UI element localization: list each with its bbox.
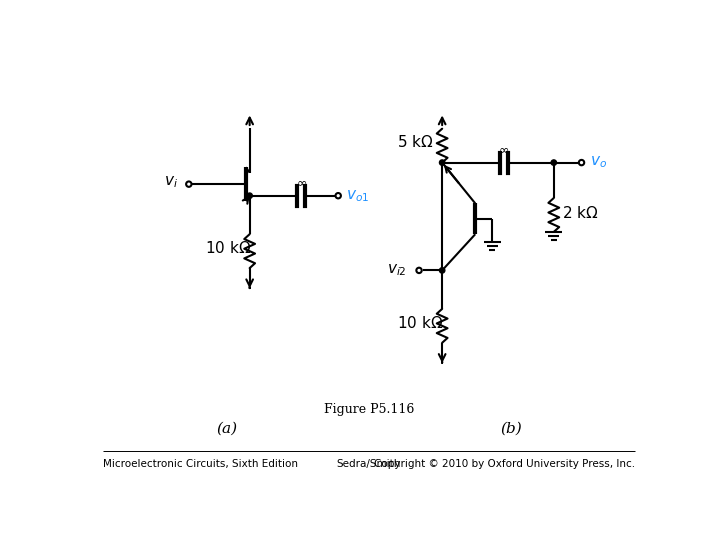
Circle shape [416, 268, 422, 273]
Text: $v_o$: $v_o$ [590, 155, 607, 171]
Circle shape [551, 160, 557, 165]
Text: $\infty$: $\infty$ [498, 143, 509, 156]
Text: Figure P5.116: Figure P5.116 [324, 403, 414, 416]
Circle shape [579, 160, 584, 165]
Text: 10 k$\Omega$: 10 k$\Omega$ [397, 315, 444, 330]
Text: $v_{o1}$: $v_{o1}$ [346, 188, 369, 204]
Circle shape [439, 268, 445, 273]
Text: Microelectronic Circuits, Sixth Edition: Microelectronic Circuits, Sixth Edition [104, 458, 298, 469]
Text: $v_i$: $v_i$ [164, 175, 178, 191]
Text: 2 k$\Omega$: 2 k$\Omega$ [562, 205, 598, 221]
Circle shape [247, 193, 252, 198]
Text: $\infty$: $\infty$ [296, 176, 307, 189]
Text: 5 k$\Omega$: 5 k$\Omega$ [397, 134, 434, 150]
Text: (a): (a) [216, 421, 237, 435]
Circle shape [186, 181, 192, 187]
Circle shape [439, 160, 445, 165]
Text: Sedra/Smith: Sedra/Smith [337, 458, 401, 469]
Text: 10 k$\Omega$: 10 k$\Omega$ [205, 240, 251, 256]
Text: $v_{i2}$: $v_{i2}$ [387, 262, 407, 278]
Circle shape [336, 193, 341, 198]
Text: Copyright © 2010 by Oxford University Press, Inc.: Copyright © 2010 by Oxford University Pr… [374, 458, 634, 469]
Text: (b): (b) [500, 421, 522, 435]
